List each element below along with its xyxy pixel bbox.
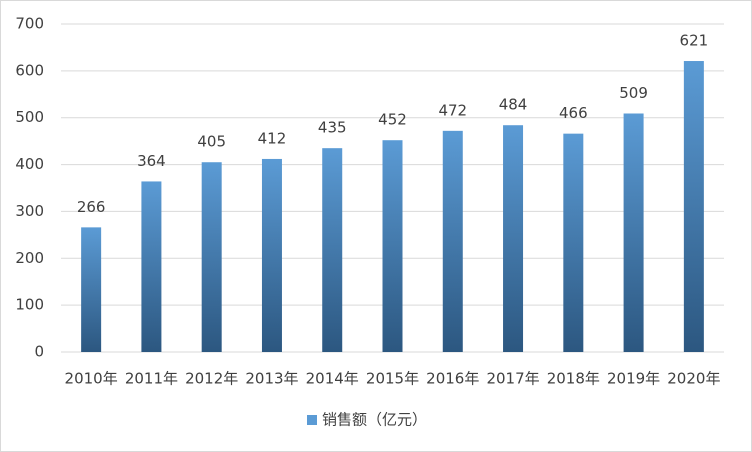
x-tick-label: 2010年 [65, 370, 118, 388]
bar [623, 113, 644, 352]
data-label: 412 [258, 129, 287, 147]
bar [442, 130, 463, 352]
legend-label: 销售额（亿元） [322, 411, 427, 429]
x-tick-label: 2018年 [547, 370, 600, 388]
bar [261, 158, 282, 352]
bar [201, 162, 222, 352]
bar [683, 61, 704, 352]
y-tick-label: 600 [15, 61, 44, 79]
x-tick-label: 2017年 [486, 370, 539, 388]
y-tick-label: 700 [15, 15, 44, 33]
data-label: 435 [318, 119, 347, 137]
bar [81, 227, 102, 352]
y-tick-label: 100 [15, 296, 44, 314]
y-tick-label: 500 [15, 108, 44, 126]
x-tick-label: 2013年 [245, 370, 298, 388]
bar [503, 125, 524, 352]
x-tick-label: 2011年 [125, 370, 178, 388]
bar [141, 181, 162, 352]
x-tick-label: 2014年 [306, 370, 359, 388]
x-tick-label: 2016年 [426, 370, 479, 388]
y-tick-label: 400 [15, 155, 44, 173]
bar [563, 133, 584, 352]
x-tick-label: 2012年 [185, 370, 238, 388]
y-tick-label: 0 [34, 343, 44, 361]
legend-swatch [307, 415, 317, 425]
y-tick-label: 300 [15, 202, 44, 220]
data-label: 452 [378, 111, 407, 129]
x-tick-label: 2015年 [366, 370, 419, 388]
bar [322, 148, 343, 352]
data-label: 509 [619, 84, 648, 102]
data-label: 472 [438, 101, 467, 119]
data-label: 364 [137, 152, 166, 170]
data-label: 405 [197, 133, 226, 151]
data-label: 466 [559, 104, 588, 122]
x-tick-label: 2020年 [667, 370, 720, 388]
x-tick-label: 2019年 [607, 370, 660, 388]
y-tick-label: 200 [15, 249, 44, 267]
data-label: 266 [77, 198, 106, 216]
data-label: 621 [680, 32, 709, 50]
data-label: 484 [499, 96, 528, 114]
bar [382, 140, 403, 352]
